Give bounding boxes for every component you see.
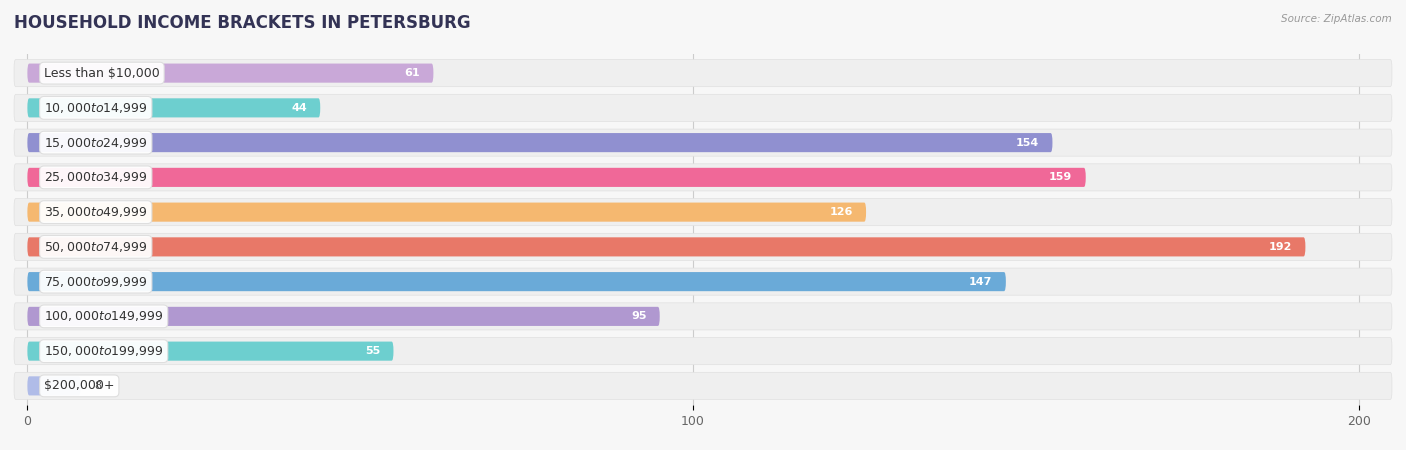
Text: $200,000+: $200,000+ [44, 379, 114, 392]
Text: 154: 154 [1017, 138, 1039, 148]
Text: $150,000 to $199,999: $150,000 to $199,999 [44, 344, 163, 358]
Text: 126: 126 [830, 207, 853, 217]
FancyBboxPatch shape [27, 272, 1005, 291]
FancyBboxPatch shape [14, 233, 1392, 261]
Text: $35,000 to $49,999: $35,000 to $49,999 [44, 205, 148, 219]
FancyBboxPatch shape [14, 129, 1392, 156]
FancyBboxPatch shape [27, 376, 80, 396]
FancyBboxPatch shape [14, 198, 1392, 226]
Text: 192: 192 [1268, 242, 1292, 252]
FancyBboxPatch shape [27, 133, 1053, 152]
FancyBboxPatch shape [27, 168, 1085, 187]
FancyBboxPatch shape [27, 202, 866, 222]
Text: 44: 44 [291, 103, 307, 113]
FancyBboxPatch shape [14, 268, 1392, 295]
FancyBboxPatch shape [14, 338, 1392, 364]
Text: Less than $10,000: Less than $10,000 [44, 67, 160, 80]
FancyBboxPatch shape [27, 98, 321, 117]
Text: 95: 95 [631, 311, 647, 321]
Text: 8: 8 [94, 381, 101, 391]
FancyBboxPatch shape [14, 372, 1392, 400]
Text: $10,000 to $14,999: $10,000 to $14,999 [44, 101, 148, 115]
FancyBboxPatch shape [14, 164, 1392, 191]
FancyBboxPatch shape [14, 303, 1392, 330]
Text: $75,000 to $99,999: $75,000 to $99,999 [44, 274, 148, 288]
FancyBboxPatch shape [27, 63, 433, 83]
Text: $25,000 to $34,999: $25,000 to $34,999 [44, 171, 148, 184]
FancyBboxPatch shape [14, 94, 1392, 122]
FancyBboxPatch shape [14, 59, 1392, 87]
FancyBboxPatch shape [27, 237, 1305, 256]
Text: 61: 61 [405, 68, 420, 78]
Text: Source: ZipAtlas.com: Source: ZipAtlas.com [1281, 14, 1392, 23]
Text: $100,000 to $149,999: $100,000 to $149,999 [44, 310, 163, 324]
Text: 159: 159 [1049, 172, 1073, 182]
Text: $50,000 to $74,999: $50,000 to $74,999 [44, 240, 148, 254]
Text: 147: 147 [969, 277, 993, 287]
Text: HOUSEHOLD INCOME BRACKETS IN PETERSBURG: HOUSEHOLD INCOME BRACKETS IN PETERSBURG [14, 14, 471, 32]
FancyBboxPatch shape [27, 342, 394, 361]
Text: $15,000 to $24,999: $15,000 to $24,999 [44, 135, 148, 149]
FancyBboxPatch shape [27, 307, 659, 326]
Text: 55: 55 [366, 346, 380, 356]
